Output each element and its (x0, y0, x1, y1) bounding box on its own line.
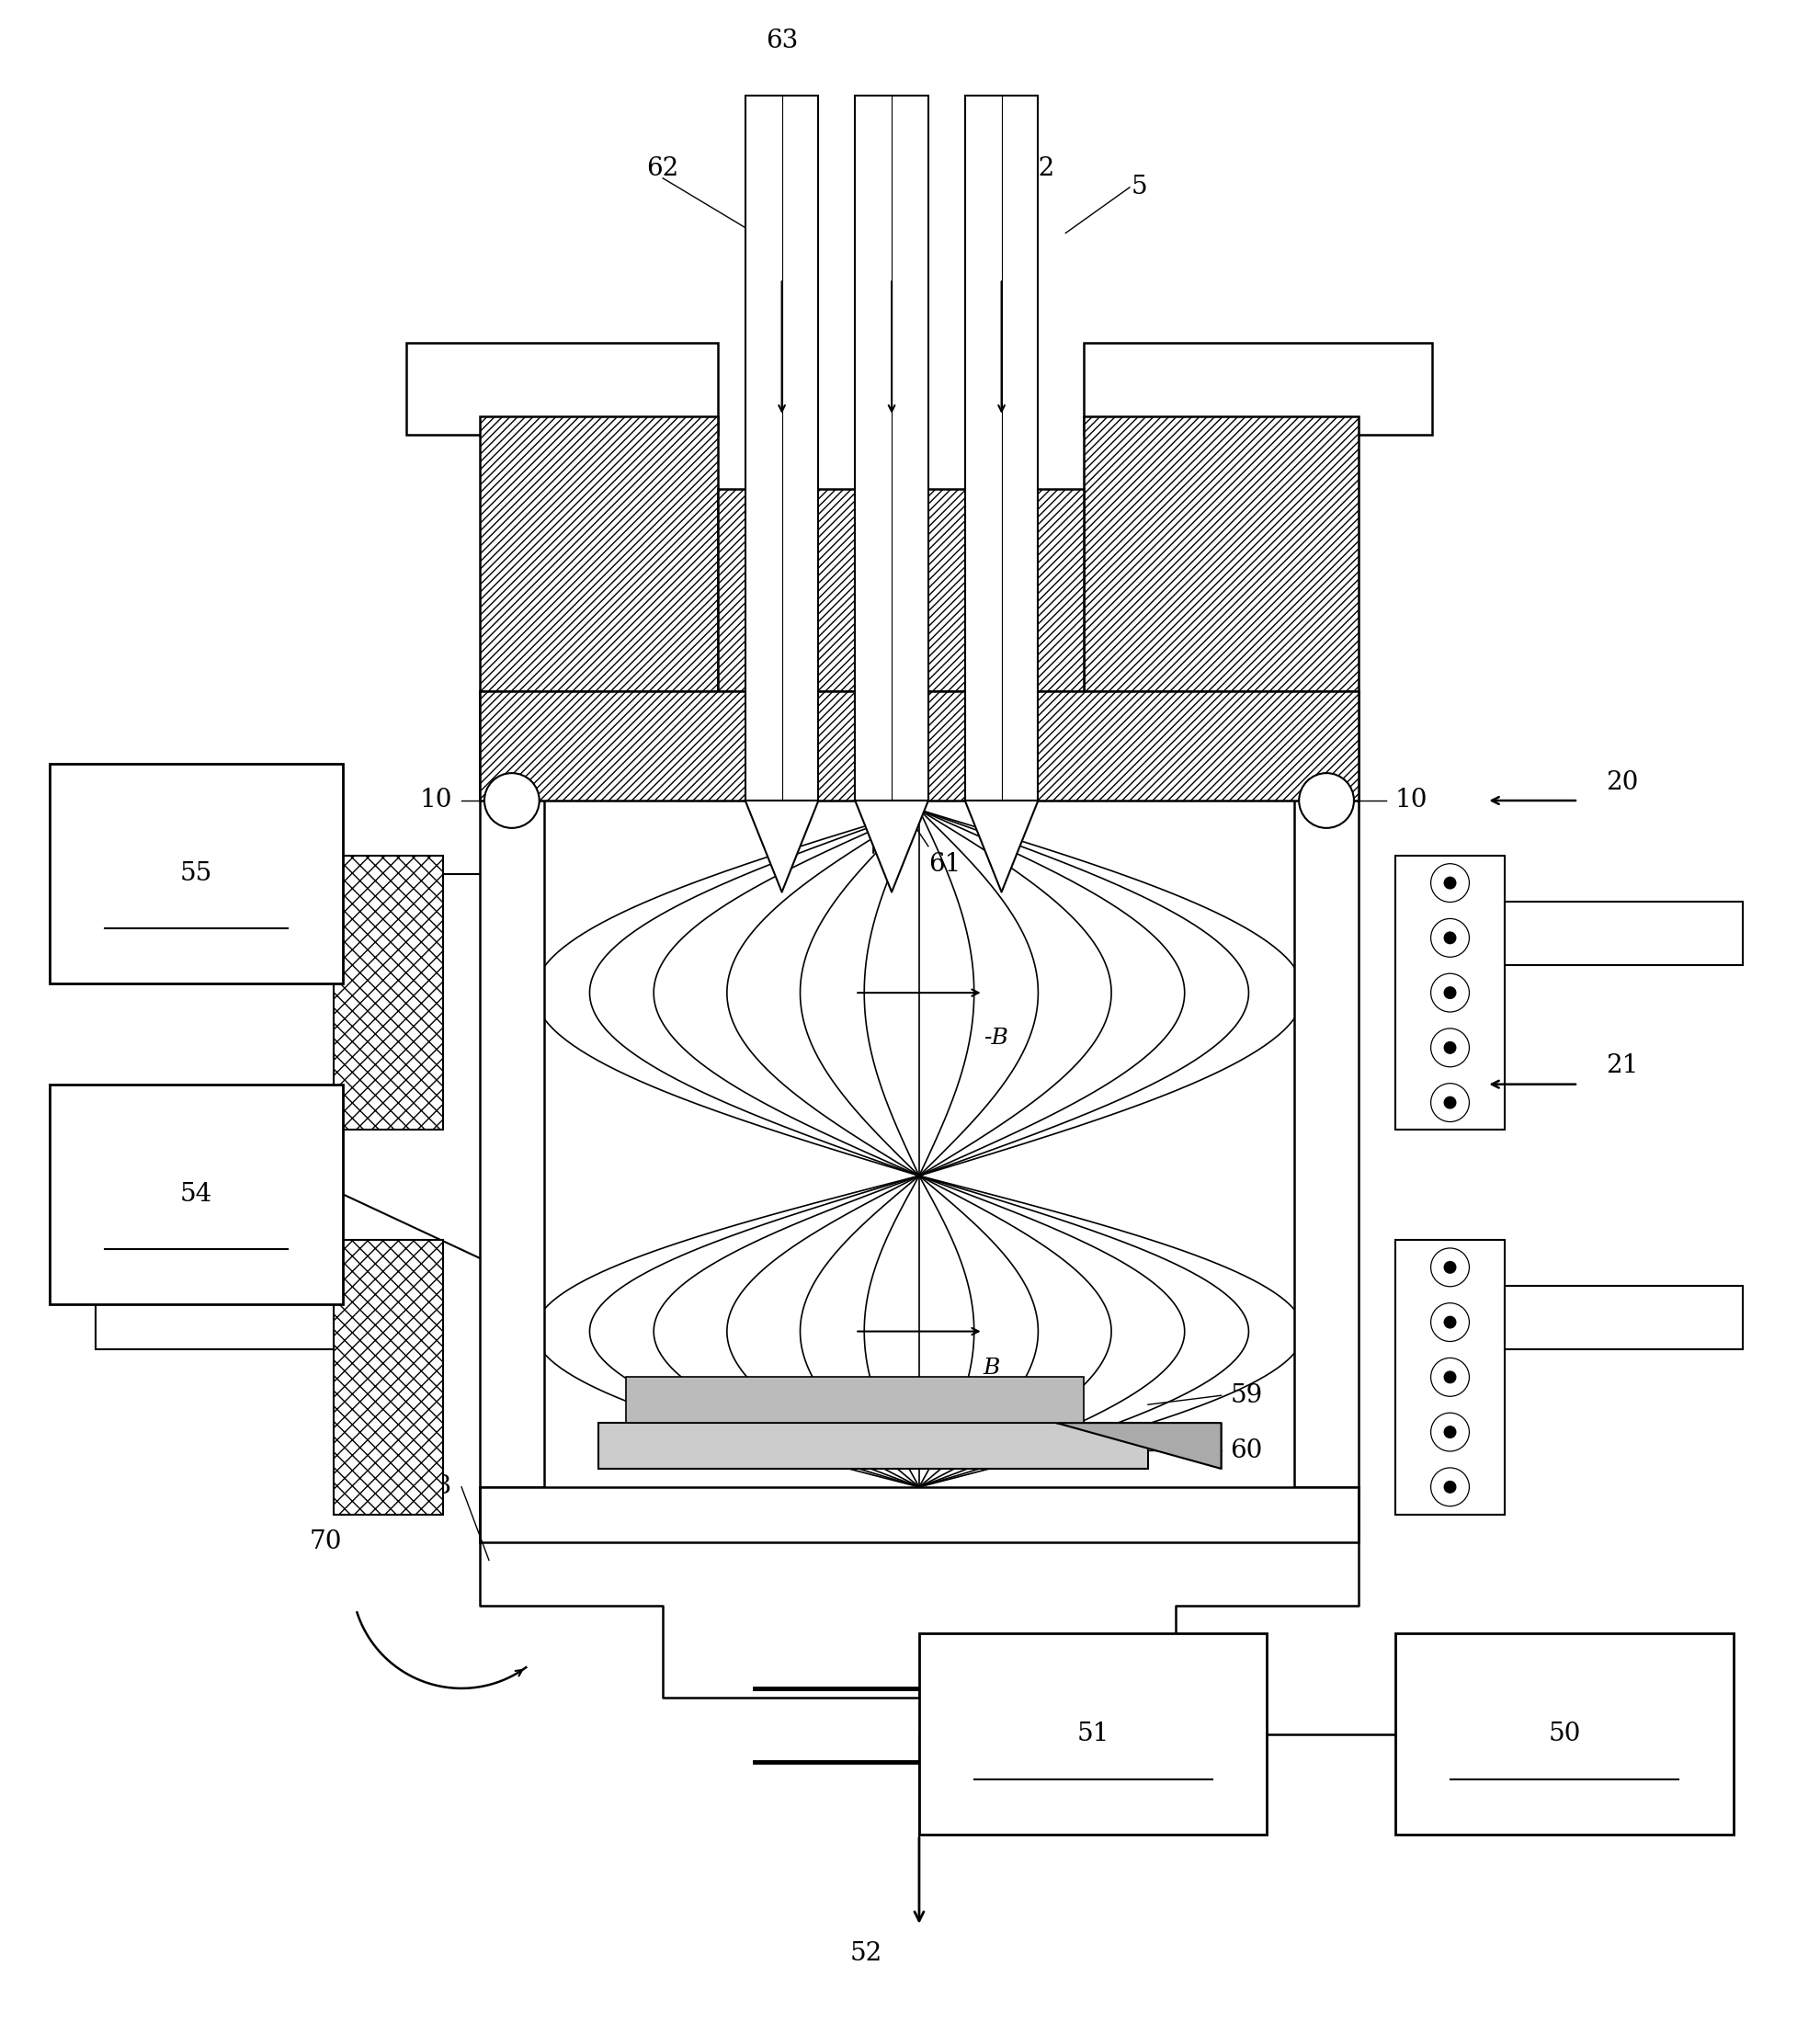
Circle shape (484, 773, 539, 828)
Text: 63: 63 (766, 28, 797, 53)
Circle shape (1445, 1316, 1456, 1328)
Bar (480, 692, 1358, 801)
Polygon shape (1056, 1424, 1221, 1469)
Bar (1505, 1285, 1744, 1351)
Bar (480, 692, 544, 1487)
Text: 51: 51 (1077, 1721, 1110, 1747)
Text: 57: 57 (1514, 907, 1547, 932)
Text: 20: 20 (1605, 769, 1638, 795)
Text: -B: -B (983, 1027, 1008, 1050)
Text: 62: 62 (646, 157, 679, 181)
Circle shape (1445, 1426, 1456, 1438)
Text: 57: 57 (273, 907, 306, 932)
Bar (599, 1424, 1148, 1469)
Text: 10: 10 (420, 787, 453, 814)
Circle shape (1445, 1481, 1456, 1493)
Text: 59: 59 (1230, 1383, 1263, 1408)
Circle shape (1445, 877, 1456, 889)
Bar (1396, 1633, 1734, 1835)
Text: 55: 55 (180, 860, 213, 887)
Bar (1505, 901, 1744, 966)
Circle shape (1445, 1371, 1456, 1383)
Bar (406, 344, 717, 435)
Bar (480, 1487, 1358, 1542)
Bar (480, 417, 717, 692)
Text: 50: 50 (1549, 1721, 1582, 1747)
Bar (717, 490, 1085, 692)
Bar (95, 901, 333, 966)
Bar (49, 765, 342, 984)
Text: 58: 58 (1514, 1292, 1547, 1316)
Bar (626, 1377, 1085, 1424)
Text: 10: 10 (1396, 787, 1427, 814)
Polygon shape (744, 801, 819, 893)
Bar (333, 1241, 444, 1515)
Circle shape (1445, 1261, 1456, 1273)
Bar (333, 856, 444, 1131)
Text: 70: 70 (309, 1530, 342, 1554)
Bar (855, 96, 928, 801)
Text: 54: 54 (180, 1182, 213, 1206)
Text: 62: 62 (1023, 157, 1054, 181)
Polygon shape (965, 801, 1037, 893)
Circle shape (1445, 1041, 1456, 1054)
Circle shape (1445, 932, 1456, 944)
Bar (95, 1285, 333, 1351)
Text: B: B (983, 1357, 1001, 1379)
Polygon shape (855, 801, 928, 893)
Circle shape (1445, 1096, 1456, 1109)
Bar (1396, 1241, 1505, 1515)
Bar (1396, 856, 1505, 1131)
Circle shape (1445, 986, 1456, 999)
Text: 52: 52 (850, 1940, 883, 1967)
Text: 60: 60 (1230, 1438, 1263, 1462)
Bar (1085, 344, 1432, 435)
Bar (1294, 692, 1358, 1487)
Bar (919, 1633, 1267, 1835)
Bar (49, 1084, 342, 1304)
Text: 5: 5 (1130, 175, 1147, 199)
Bar (1085, 417, 1358, 692)
Circle shape (1299, 773, 1354, 828)
Text: 58: 58 (273, 1292, 306, 1316)
Text: 53: 53 (420, 1475, 453, 1499)
Text: 61: 61 (928, 852, 961, 877)
Text: 21: 21 (1605, 1054, 1638, 1078)
Bar (744, 96, 819, 801)
Bar (965, 96, 1037, 801)
